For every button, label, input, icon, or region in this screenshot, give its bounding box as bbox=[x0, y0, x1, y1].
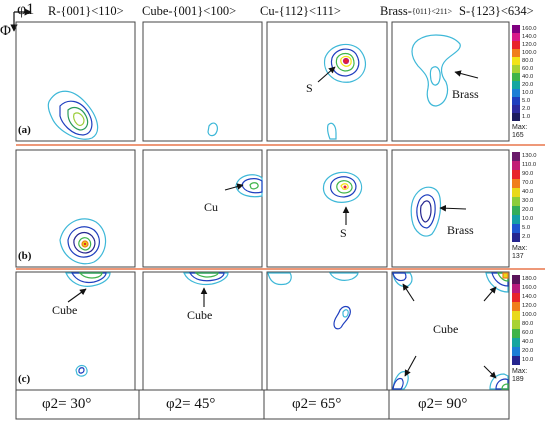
contours-c4 bbox=[392, 272, 509, 390]
cb-a-8: 10.0 bbox=[522, 90, 534, 96]
phi1-axis-label: φ1 bbox=[17, 1, 35, 18]
annotation-s-a: S bbox=[306, 81, 313, 95]
cb-a-1: 140.0 bbox=[522, 34, 537, 40]
annotation-arrows bbox=[67, 66, 497, 379]
contours-b1 bbox=[59, 218, 107, 265]
contours-a2 bbox=[207, 122, 218, 137]
cb-b-2: 90.0 bbox=[522, 171, 534, 177]
contours-a4 bbox=[411, 34, 461, 107]
annotation-cube-c4: Cube bbox=[433, 322, 459, 336]
header-brass: Brass- bbox=[380, 4, 412, 18]
contours-c2 bbox=[183, 272, 229, 286]
cb-a-6: 40.0 bbox=[522, 74, 534, 80]
cb-b-1: 110.0 bbox=[522, 162, 537, 168]
contours-b3 bbox=[322, 171, 363, 203]
contours-c3 bbox=[267, 272, 359, 330]
panel-tag-a: (a) bbox=[18, 124, 31, 136]
phi2-label-45: φ2= 45° bbox=[166, 396, 216, 412]
contours-b2 bbox=[235, 174, 263, 198]
header-cube: Cube-{001}<100> bbox=[142, 4, 237, 18]
cb-c-1: 160.0 bbox=[522, 285, 537, 291]
colorbar-c bbox=[512, 275, 520, 365]
phi2-label-65: φ2= 65° bbox=[292, 396, 342, 412]
contours-b4 bbox=[410, 186, 442, 237]
annotation-cube-c1: Cube bbox=[52, 303, 78, 317]
header-brass-index: {011}<211> bbox=[412, 7, 453, 16]
panel-frames bbox=[15, 21, 510, 420]
cb-c-0: 180.0 bbox=[522, 276, 537, 282]
header-copper: Cu-{112}<111> bbox=[260, 4, 341, 18]
cb-b-4: 40.0 bbox=[522, 189, 534, 195]
cb-c-9: 10.0 bbox=[522, 357, 534, 363]
contours-c1 bbox=[65, 272, 111, 377]
contours-a1 bbox=[47, 90, 99, 140]
cb-a-7: 20.0 bbox=[522, 82, 534, 88]
header-s: S-{123}<634> bbox=[459, 4, 534, 18]
cb-c-7: 40.0 bbox=[522, 339, 534, 345]
annotation-brass-b: Brass bbox=[447, 223, 474, 237]
panel-tag-b: (b) bbox=[18, 250, 32, 262]
cb-a-2: 120.0 bbox=[522, 42, 537, 48]
annotation-cube-c2: Cube bbox=[187, 308, 213, 322]
annotation-s-b: S bbox=[340, 226, 347, 240]
cb-a-11: 1.0 bbox=[522, 114, 531, 120]
cb-b-5: 30.0 bbox=[522, 198, 534, 204]
cb-c-2: 140.0 bbox=[522, 294, 537, 300]
colorbar-b bbox=[512, 152, 520, 242]
phi2-label-30: φ2= 30° bbox=[42, 396, 92, 412]
cb-c-3: 120.0 bbox=[522, 303, 537, 309]
Phi-axis-label: Φ bbox=[0, 23, 11, 39]
cb-a-5: 60.0 bbox=[522, 66, 534, 72]
colorbar-a bbox=[512, 25, 520, 121]
cb-b-8: 5.0 bbox=[522, 225, 531, 231]
cb-a-3: 100.0 bbox=[522, 50, 537, 56]
max-label-b: Max: bbox=[512, 245, 528, 252]
cb-c-6: 60.0 bbox=[522, 330, 534, 336]
annotation-brass-a: Brass bbox=[452, 87, 479, 101]
cb-a-0: 160.0 bbox=[522, 26, 537, 32]
cb-a-4: 80.0 bbox=[522, 58, 534, 64]
cb-b-6: 20.0 bbox=[522, 207, 534, 213]
cb-b-0: 130.0 bbox=[522, 153, 537, 159]
cb-b-3: 70.0 bbox=[522, 180, 534, 186]
cb-b-9: 2.0 bbox=[522, 234, 531, 240]
cb-c-8: 20.0 bbox=[522, 348, 534, 354]
max-value-b: 137 bbox=[512, 253, 524, 260]
cb-c-4: 100.0 bbox=[522, 312, 537, 318]
panel-tag-c: (c) bbox=[18, 373, 31, 385]
cb-c-5: 80.0 bbox=[522, 321, 534, 327]
contours-a3 bbox=[323, 43, 367, 140]
max-label-a: Max: bbox=[512, 124, 528, 131]
cb-a-9: 5.0 bbox=[522, 98, 531, 104]
max-value-a: 165 bbox=[512, 132, 524, 139]
max-value-c: 189 bbox=[512, 376, 524, 383]
max-label-c: Max: bbox=[512, 368, 528, 375]
header-rotated-cube: R-{001}<110> bbox=[48, 4, 124, 18]
row-separators bbox=[16, 144, 545, 270]
cb-b-7: 10.0 bbox=[522, 216, 534, 222]
axis-arrows bbox=[10, 8, 32, 32]
cb-a-10: 2.0 bbox=[522, 106, 531, 112]
phi2-label-90: φ2= 90° bbox=[418, 396, 468, 412]
annotation-cu-b: Cu bbox=[204, 200, 219, 214]
